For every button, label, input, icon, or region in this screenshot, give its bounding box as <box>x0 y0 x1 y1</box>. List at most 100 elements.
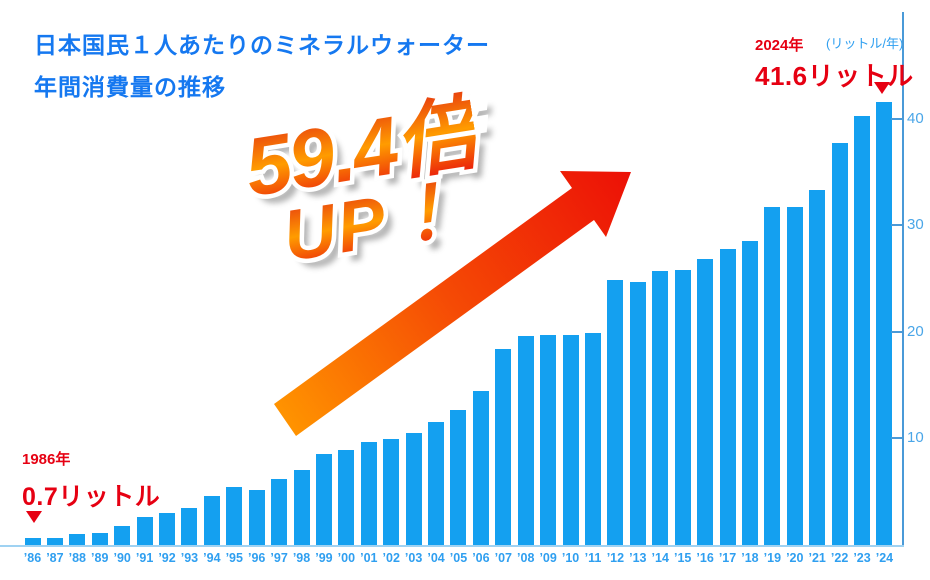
y-axis-unit-label: (リットル/年) <box>826 36 904 51</box>
x-tick-label: ’16 <box>696 551 714 565</box>
x-tick-label: ’15 <box>673 551 692 565</box>
bar-’05 <box>450 410 467 545</box>
bar-’87 <box>46 538 63 545</box>
bar-’91 <box>136 517 153 545</box>
bar-’09 <box>540 335 557 545</box>
bar-’07 <box>495 349 512 545</box>
bar-’02 <box>383 439 400 545</box>
y-tick-label: 10 <box>907 429 924 447</box>
x-tick-label: ’24 <box>875 551 894 565</box>
bar-’96 <box>248 490 265 545</box>
bar-’89 <box>91 533 108 545</box>
x-tick-label: ’99 <box>315 551 333 565</box>
start-year-label: 1986年 <box>22 451 71 468</box>
bar-’90 <box>114 526 131 545</box>
x-tick-label: ’91 <box>135 551 154 565</box>
x-tick-label: ’18 <box>741 551 759 565</box>
y-tick-mark <box>891 224 902 227</box>
bar-’99 <box>315 454 332 545</box>
y-axis-line <box>902 12 904 545</box>
x-tick-label: ’97 <box>270 551 288 565</box>
y-tick-mark <box>891 330 902 333</box>
x-tick-label: ’01 <box>360 551 378 565</box>
x-tick-label: ’06 <box>472 551 490 565</box>
x-tick-label: ’11 <box>584 551 602 565</box>
bar-’11 <box>585 333 601 545</box>
bar-’86 <box>24 538 41 545</box>
y-tick-label: 40 <box>907 109 924 127</box>
bar-’15 <box>674 270 691 545</box>
x-tick-label: ’09 <box>539 551 557 565</box>
end-marker-triangle-icon <box>874 82 890 94</box>
chart-title-line2: 年間消費量の推移 <box>34 74 226 100</box>
y-tick-mark <box>891 117 902 120</box>
x-tick-label: ’89 <box>91 551 109 565</box>
bar-’03 <box>405 433 422 545</box>
x-tick-label: ’03 <box>404 551 423 565</box>
x-tick-label: ’23 <box>853 551 871 565</box>
bar-’20 <box>786 207 803 545</box>
bar-’14 <box>652 271 669 545</box>
bar-’17 <box>719 249 736 545</box>
bar-’98 <box>293 470 310 545</box>
bar-’13 <box>629 282 646 545</box>
bar-’22 <box>831 143 848 545</box>
bar-’08 <box>517 336 534 545</box>
bar-’00 <box>338 450 355 545</box>
x-axis-line <box>0 545 904 547</box>
trend-arrow-shape <box>274 171 631 436</box>
x-tick-label: ’21 <box>808 551 826 565</box>
bar-’93 <box>181 508 198 545</box>
start-marker-triangle-icon <box>26 511 42 523</box>
end-year-label: 2024年 <box>755 37 804 54</box>
y-tick-label: 30 <box>907 216 924 234</box>
start-annotation: 1986年 0.7リットル <box>22 448 160 513</box>
bar-’12 <box>607 280 624 545</box>
x-tick-label: ’07 <box>494 551 512 565</box>
bar-’23 <box>854 116 871 545</box>
chart-title-line1: 日本国民１人あたりのミネラルウォーター <box>34 32 490 58</box>
x-tick-label: ’17 <box>718 551 737 565</box>
bar-’06 <box>472 391 489 545</box>
x-tick-label: ’92 <box>158 551 176 565</box>
x-tick-label: ’13 <box>629 551 647 565</box>
x-tick-label: ’93 <box>180 551 199 565</box>
x-tick-label: ’20 <box>786 551 804 565</box>
bar-’92 <box>159 513 176 545</box>
x-tick-label: ’04 <box>427 551 445 565</box>
bar-’04 <box>428 422 445 545</box>
x-tick-label: ’22 <box>830 551 849 565</box>
x-tick-label: ’08 <box>517 551 535 565</box>
bar-’10 <box>562 335 579 545</box>
x-tick-label: ’96 <box>247 551 266 565</box>
x-tick-label: ’88 <box>68 551 87 565</box>
bar-’21 <box>809 190 826 545</box>
bar-’97 <box>271 479 288 545</box>
x-tick-label: ’87 <box>46 551 64 565</box>
bar-’01 <box>360 442 377 545</box>
x-tick-label: ’02 <box>382 551 400 565</box>
x-tick-label: ’00 <box>337 551 356 565</box>
x-tick-label: ’12 <box>606 551 625 565</box>
bar-’19 <box>764 207 781 545</box>
bar-’94 <box>203 496 220 545</box>
x-tick-label: ’90 <box>113 551 131 565</box>
x-tick-label: ’95 <box>225 551 243 565</box>
x-tick-label: ’86 <box>23 551 42 565</box>
bar-’95 <box>226 487 243 545</box>
x-tick-label: ’94 <box>203 551 221 565</box>
bar-’24 <box>876 102 893 545</box>
start-value-label: 0.7リットル <box>22 483 161 511</box>
x-tick-label: ’98 <box>292 551 311 565</box>
chart-title: 日本国民１人あたりのミネラルウォーター 年間消費量の推移 <box>34 24 490 108</box>
y-tick-label: 20 <box>907 322 924 340</box>
x-tick-label: ’19 <box>763 551 782 565</box>
bar-’18 <box>741 241 758 545</box>
x-tick-label: ’05 <box>449 551 468 565</box>
x-tick-label: ’14 <box>651 551 669 565</box>
bar-’16 <box>697 259 714 545</box>
x-tick-label: ’10 <box>561 551 580 565</box>
bar-’88 <box>69 534 86 545</box>
